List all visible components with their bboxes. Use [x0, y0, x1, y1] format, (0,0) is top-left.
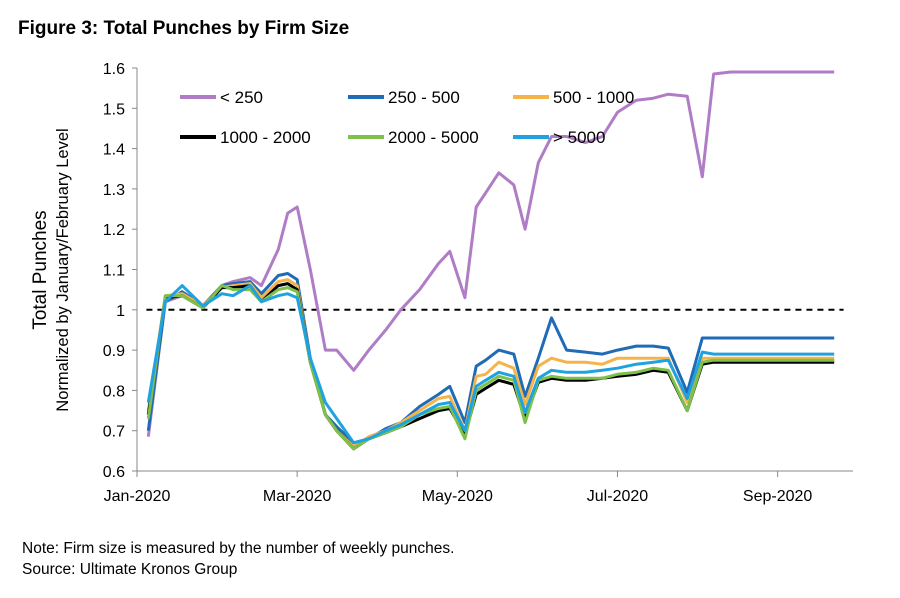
figure-title: Figure 3: Total Punches by Firm Size	[18, 18, 350, 39]
legend-label-4: 2000 - 5000	[388, 128, 479, 147]
y-tick-label: 1.2	[103, 222, 125, 239]
y-axis-label: Total Punches	[30, 210, 51, 329]
y-tick-label: 1	[116, 303, 125, 320]
y-tick-label: 1.4	[103, 142, 125, 159]
series-line-2	[146, 278, 835, 449]
source-text: Source: Ultimate Kronos Group	[22, 561, 238, 578]
legend-label-3: 1000 - 2000	[220, 128, 311, 147]
axes: 0.6 0.7 0.8 0.9 1 1.1 1.2 1.3 1.4 1.5 1.6 Jan-2020 M…	[103, 61, 853, 505]
legend-label-2: 500 - 1000	[553, 88, 634, 107]
series-line-4	[146, 284, 835, 451]
legend: < 250 250 - 500 500 - 1000 1000 - 2000 2000 …	[180, 88, 634, 147]
series-line-5	[146, 284, 835, 445]
legend-label-1: 250 - 500	[388, 88, 460, 107]
notes: Note: Firm size is measured by the numbe…	[22, 538, 454, 580]
legend-label-5: > 5000	[553, 128, 605, 147]
y-tick-label: 0.6	[103, 464, 125, 481]
legend-label-0: < 250	[220, 88, 263, 107]
x-tick-label: May-2020	[422, 488, 493, 505]
x-tick-label: Mar-2020	[263, 488, 332, 505]
x-tick-label: Jan-2020	[104, 488, 171, 505]
y-tick-label: 0.9	[103, 343, 125, 360]
y-axis-title: Total Punches Normalized by January/Febr…	[30, 128, 72, 411]
y-tick-label: 1.5	[103, 101, 125, 118]
note-text: Note: Firm size is measured by the numbe…	[22, 540, 455, 557]
x-tick-label: Sep-2020	[743, 488, 812, 505]
y-tick-label: 1.3	[103, 182, 125, 199]
y-tick-label: 1.6	[103, 61, 125, 78]
y-tick-label: 0.8	[103, 383, 125, 400]
y-tick-label: 1.1	[103, 263, 125, 280]
series-line-0	[146, 70, 835, 437]
series-group	[146, 70, 835, 451]
series-line-1	[146, 272, 835, 445]
y-tick-label: 0.7	[103, 424, 125, 441]
series-line-3	[146, 282, 835, 451]
x-tick-label: Jul-2020	[587, 488, 648, 505]
y-axis-sublabel: Normalized by January/February Level	[54, 128, 72, 411]
